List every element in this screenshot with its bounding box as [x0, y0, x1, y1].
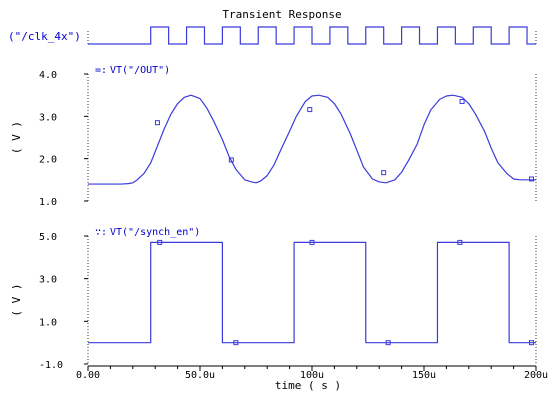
out-marker — [459, 99, 465, 105]
out-trace — [88, 94, 536, 185]
x-tick-label: 0.00 — [76, 370, 100, 381]
out-y-tick-label: 4.0 — [39, 70, 57, 81]
out-legend: VT("/OUT") — [110, 65, 170, 76]
out-marker — [307, 107, 313, 113]
synch-legend-marker: ∵: — [95, 227, 107, 238]
x-tick-label: 150u — [412, 370, 436, 381]
synch-marker — [233, 340, 239, 346]
synch-y-tick-label: 1.0 — [39, 317, 57, 328]
out-panel: 4.0 3.0 2.0 1.0 ( V ) =: VT("/OUT") — [10, 65, 537, 208]
clk-signal-label: ("/clk_4x") — [8, 30, 81, 43]
synch-marker — [309, 239, 315, 245]
out-marker — [529, 176, 535, 182]
out-legend-marker: =: — [95, 65, 107, 76]
synch-marker — [385, 340, 391, 346]
synch-legend: VT("/synch_en") — [110, 227, 200, 238]
synch-marker — [529, 340, 535, 346]
x-axis-label: time ( s ) — [275, 379, 341, 392]
clk-panel: ("/clk_4x") — [8, 26, 537, 45]
x-tick-label: 100u — [300, 370, 324, 381]
out-y-tick-label: 2.0 — [39, 155, 57, 166]
out-marker — [154, 120, 160, 126]
x-tick-label: 50.0u — [185, 370, 215, 381]
out-y-tick-label: 3.0 — [39, 112, 57, 123]
out-marker — [228, 157, 234, 163]
x-axis: 0.00 50.0u 100u 150u 200u — [76, 365, 548, 381]
synch-y-axis-label: ( V ) — [10, 283, 23, 316]
synch-marker — [457, 239, 463, 245]
synch-y-tick-label: 5.0 — [39, 232, 57, 243]
synch-trace — [88, 241, 536, 344]
synch-panel: 5.0 3.0 1.0 -1.0 ( V ) ∵: VT("/synch_en") — [10, 227, 537, 371]
chart-title: Transient Response — [222, 8, 341, 21]
synch-y-tick-label: -1.0 — [39, 360, 63, 371]
clk-trace — [88, 26, 536, 45]
synch-marker — [157, 239, 163, 245]
out-y-axis-label: ( V ) — [10, 121, 23, 154]
out-y-tick-label: 1.0 — [39, 197, 57, 208]
out-marker — [381, 170, 387, 176]
x-tick-label: 200u — [524, 370, 548, 381]
synch-y-tick-label: 3.0 — [39, 275, 57, 286]
